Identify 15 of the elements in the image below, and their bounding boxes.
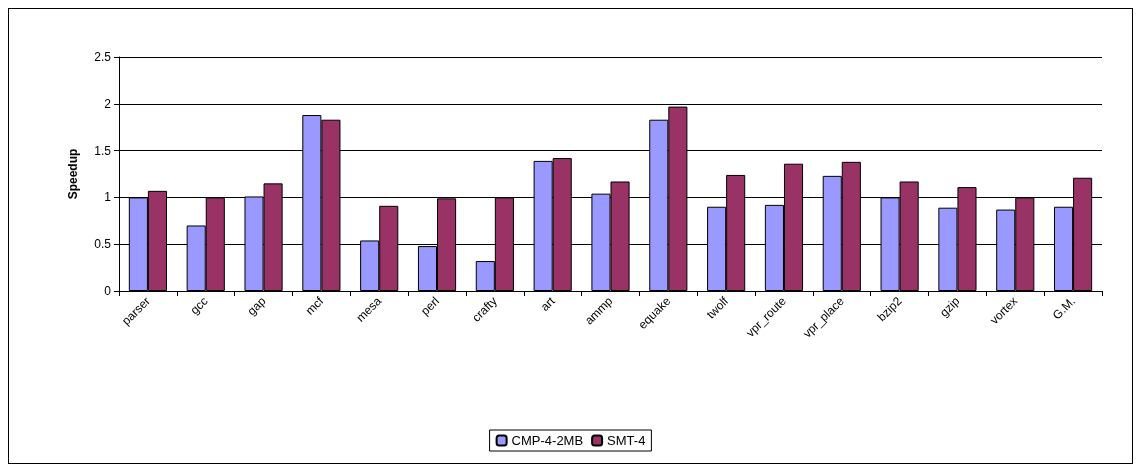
y-tick-label: 2.5 — [94, 50, 112, 64]
y-tick-label: 2 — [104, 96, 112, 111]
x-tick-label: mcf — [302, 293, 327, 318]
legend-label: CMP-4-2MB — [511, 433, 584, 448]
x-tick-label: gcc — [187, 294, 211, 318]
y-axis-title: Speedup — [66, 148, 80, 200]
y-tick-label: 1 — [104, 190, 112, 205]
y-tick-label: 0.5 — [94, 237, 112, 252]
y-tick-label: 1.5 — [94, 143, 112, 158]
y-tick-label: 0 — [104, 284, 112, 298]
x-tick-label: G.M. — [1049, 294, 1079, 323]
x-tick-label: gap — [244, 293, 269, 319]
legend-label: SMT-4 — [607, 433, 646, 448]
x-tick-label: gzip — [936, 293, 963, 320]
x-tick-label: art — [537, 293, 559, 314]
